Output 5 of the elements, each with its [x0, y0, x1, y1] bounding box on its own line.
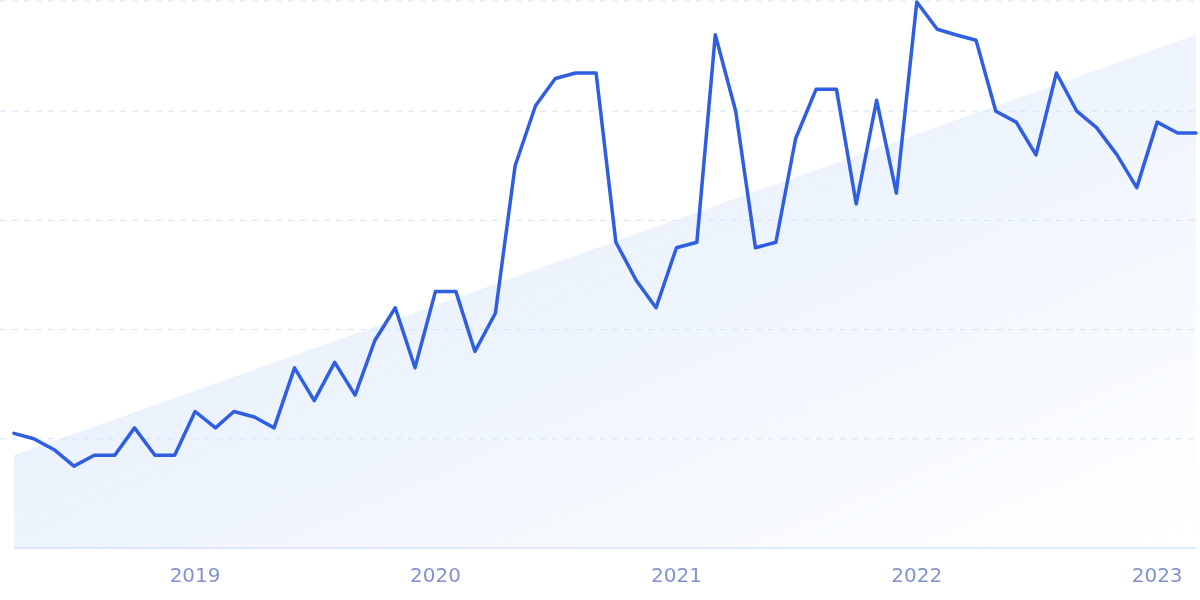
- x-tick-label: 2020: [409, 563, 461, 587]
- x-tick-label: 2022: [891, 563, 943, 587]
- x-tick-label: 2021: [650, 563, 702, 587]
- x-tick-label: 2023: [1131, 563, 1183, 587]
- x-tick-label: 2019: [169, 563, 221, 587]
